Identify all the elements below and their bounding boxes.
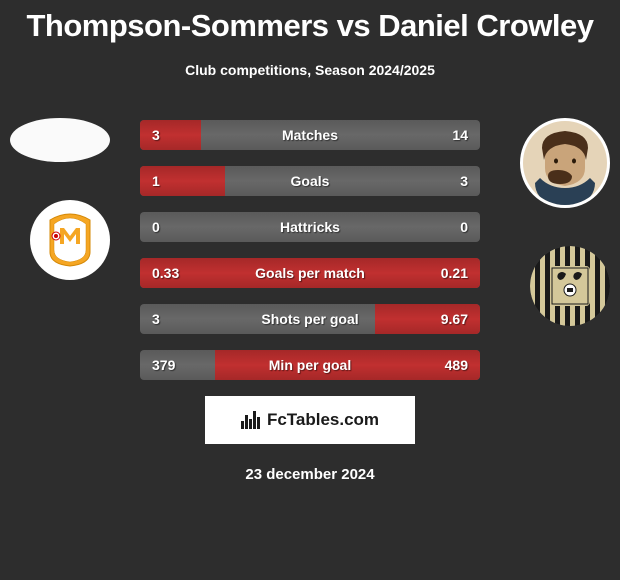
player-face-icon [530, 128, 600, 208]
stat-value-left: 379 [152, 357, 175, 373]
stat-value-right: 3 [460, 173, 468, 189]
stat-value-left: 0.33 [152, 265, 179, 281]
club-badge-notts-county [530, 246, 610, 326]
player-photo-right [520, 118, 610, 208]
stats-container: 3 Matches 14 1 Goals 3 0 Hattricks 0 0.3… [140, 118, 480, 380]
footer-site-name: FcTables.com [267, 410, 379, 430]
subtitle: Club competitions, Season 2024/2025 [0, 62, 620, 78]
stat-label: Goals [291, 173, 330, 189]
stat-bar-goals: 1 Goals 3 [140, 166, 480, 196]
stat-bar-matches: 3 Matches 14 [140, 120, 480, 150]
stat-value-right: 14 [452, 127, 468, 143]
content-area: 3 Matches 14 1 Goals 3 0 Hattricks 0 0.3… [0, 118, 620, 483]
stat-value-right: 0.21 [441, 265, 468, 281]
mk-dons-shield-icon [46, 212, 94, 268]
stat-value-left: 0 [152, 219, 160, 235]
chart-bars-icon [241, 411, 261, 429]
stat-bar-shots-per-goal: 3 Shots per goal 9.67 [140, 304, 480, 334]
stat-bar-hattricks: 0 Hattricks 0 [140, 212, 480, 242]
notts-shield-icon [550, 266, 590, 306]
stat-value-left: 3 [152, 311, 160, 327]
stat-value-right: 0 [460, 219, 468, 235]
stat-value-left: 3 [152, 127, 160, 143]
club-badge-mk-dons [30, 200, 110, 280]
stat-value-right: 489 [445, 357, 468, 373]
player-right-panel [520, 118, 610, 326]
stat-label: Hattricks [280, 219, 340, 235]
footer-logo: FcTables.com [205, 396, 415, 444]
page-title: Thompson-Sommers vs Daniel Crowley [0, 0, 620, 44]
stat-bar-goals-per-match: 0.33 Goals per match 0.21 [140, 258, 480, 288]
stat-value-left: 1 [152, 173, 160, 189]
stat-label: Shots per goal [261, 311, 358, 327]
stat-label: Goals per match [255, 265, 365, 281]
player-left-panel [10, 118, 110, 280]
stat-bar-min-per-goal: 379 Min per goal 489 [140, 350, 480, 380]
footer-date: 23 december 2024 [0, 466, 620, 483]
stat-value-right: 9.67 [441, 311, 468, 327]
player-photo-left [10, 118, 110, 162]
stat-fill-left [140, 120, 201, 150]
stat-label: Min per goal [269, 357, 351, 373]
stat-label: Matches [282, 127, 338, 143]
